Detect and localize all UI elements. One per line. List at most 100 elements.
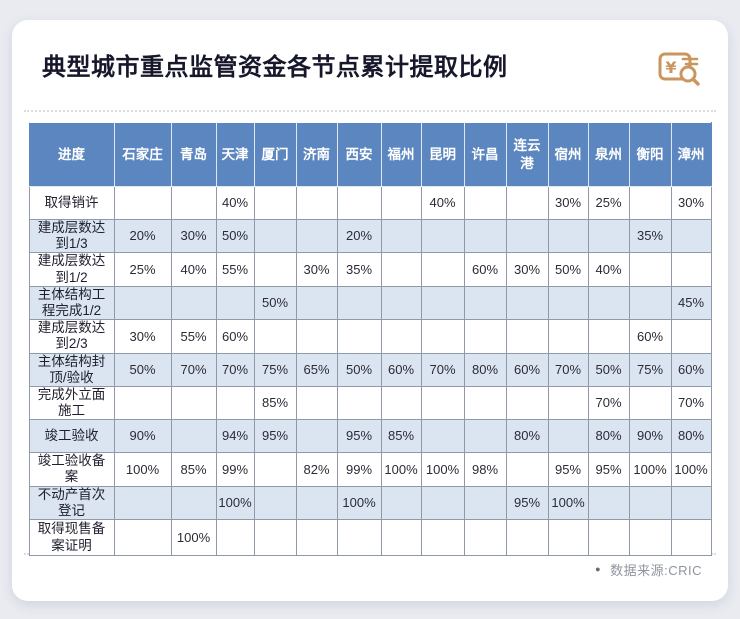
cell-value: 100% <box>420 452 465 487</box>
col-header-city: 连云港 <box>505 122 549 187</box>
cell-value <box>295 186 338 220</box>
cell-value: 95% <box>505 485 549 521</box>
cell-value: 50% <box>253 285 297 321</box>
cell-value: 20% <box>113 218 172 254</box>
row-label: 不动产首次登记 <box>28 485 115 521</box>
table-row: 主体结构工程完成1/2 50% 45% <box>28 285 712 321</box>
cell-value <box>380 319 422 354</box>
cell-value <box>380 485 422 521</box>
table-row: 竣工验收备案 100% 85% 99% 82% 99% 100% 100% 98% 95% 95% 1… <box>28 452 712 487</box>
cell-value <box>463 218 507 254</box>
cell-value <box>547 218 589 254</box>
table-row: 竣工验收 90% 94% 95% 95% 85% 80% 80% 90% 80% <box>28 419 712 454</box>
cell-value: 99% <box>215 452 255 487</box>
cell-value: 60% <box>505 352 549 387</box>
cell-value: 70% <box>420 352 465 387</box>
cell-value: 30% <box>113 319 172 354</box>
cell-value: 94% <box>215 419 255 454</box>
cell-value: 60% <box>215 319 255 354</box>
cell-value <box>420 319 465 354</box>
table-row: 建成层数达到1/2 25% 40% 55% 30% 35% 60% 30% 50% 40% <box>28 252 712 287</box>
cell-value: 40% <box>170 252 217 287</box>
data-source: ● 数据来源:CRIC <box>595 560 702 579</box>
cell-value <box>547 319 589 354</box>
row-label: 主体结构工程完成1/2 <box>28 285 115 321</box>
cell-value: 50% <box>215 218 255 254</box>
cell-value: 95% <box>547 452 589 487</box>
cell-value <box>587 319 630 354</box>
cell-value <box>670 319 712 354</box>
row-label: 取得现售备案证明 <box>28 519 115 556</box>
cell-value: 20% <box>336 218 382 254</box>
cell-value <box>547 519 589 556</box>
row-label: 完成外立面施工 <box>28 385 115 421</box>
cell-value: 80% <box>670 419 712 454</box>
row-label: 取得销许 <box>28 186 115 220</box>
cell-value <box>380 218 422 254</box>
col-header-city: 石家庄 <box>113 122 172 187</box>
cell-value: 50% <box>587 352 630 387</box>
cell-value: 65% <box>295 352 338 387</box>
cell-value <box>420 218 465 254</box>
cell-value <box>215 285 255 321</box>
row-label: 竣工验收 <box>28 419 115 454</box>
cell-value <box>420 485 465 521</box>
col-header-city: 天津 <box>215 122 255 187</box>
col-header-city: 昆明 <box>420 122 465 187</box>
cell-value <box>420 252 465 287</box>
divider-top <box>24 110 716 112</box>
cell-value <box>295 385 338 421</box>
cell-value <box>380 385 422 421</box>
cell-value <box>336 385 382 421</box>
col-header-city: 宿州 <box>547 122 589 187</box>
money-audit-icon: ¥ <box>656 45 702 91</box>
cell-value: 55% <box>170 319 217 354</box>
bullet-icon: ● <box>595 564 602 574</box>
cell-value: 80% <box>463 352 507 387</box>
cell-value: 70% <box>587 385 630 421</box>
cell-value <box>547 285 589 321</box>
cell-value <box>587 218 630 254</box>
cell-value <box>215 519 255 556</box>
cell-value <box>628 186 672 220</box>
cell-value <box>253 218 297 254</box>
cell-value <box>336 186 382 220</box>
cell-value: 60% <box>463 252 507 287</box>
cell-value <box>380 252 422 287</box>
cell-value <box>253 452 297 487</box>
table-row: 取得现售备案证明 100% <box>28 519 712 556</box>
title-bold-part: 各节点累计提取比例 <box>287 53 508 81</box>
cell-value <box>113 385 172 421</box>
title-bar: 典型城市重点监管资金各节点累计提取比例 ¥ <box>12 20 728 94</box>
cell-value <box>170 419 217 454</box>
cell-value: 70% <box>670 385 712 421</box>
cell-value: 85% <box>253 385 297 421</box>
cell-value <box>628 385 672 421</box>
cell-value <box>463 285 507 321</box>
cell-value: 100% <box>670 452 712 487</box>
cell-value <box>253 319 297 354</box>
col-header-city: 许昌 <box>463 122 507 187</box>
cell-value: 75% <box>628 352 672 387</box>
col-header-city: 青岛 <box>170 122 217 187</box>
cell-value: 85% <box>170 452 217 487</box>
cell-value <box>170 485 217 521</box>
cell-value: 98% <box>463 452 507 487</box>
cell-value: 75% <box>253 352 297 387</box>
cell-value <box>420 519 465 556</box>
cell-value <box>170 385 217 421</box>
cell-value: 25% <box>587 186 630 220</box>
cell-value: 30% <box>295 252 338 287</box>
cell-value <box>420 419 465 454</box>
cell-value <box>505 519 549 556</box>
cell-value: 80% <box>505 419 549 454</box>
cell-value <box>587 519 630 556</box>
col-header-city: 漳州 <box>670 122 712 187</box>
col-header-city: 衡阳 <box>628 122 672 187</box>
cell-value: 40% <box>420 186 465 220</box>
cell-value: 100% <box>380 452 422 487</box>
cell-value: 99% <box>336 452 382 487</box>
cell-value <box>253 186 297 220</box>
cell-value <box>505 319 549 354</box>
cell-value: 55% <box>215 252 255 287</box>
